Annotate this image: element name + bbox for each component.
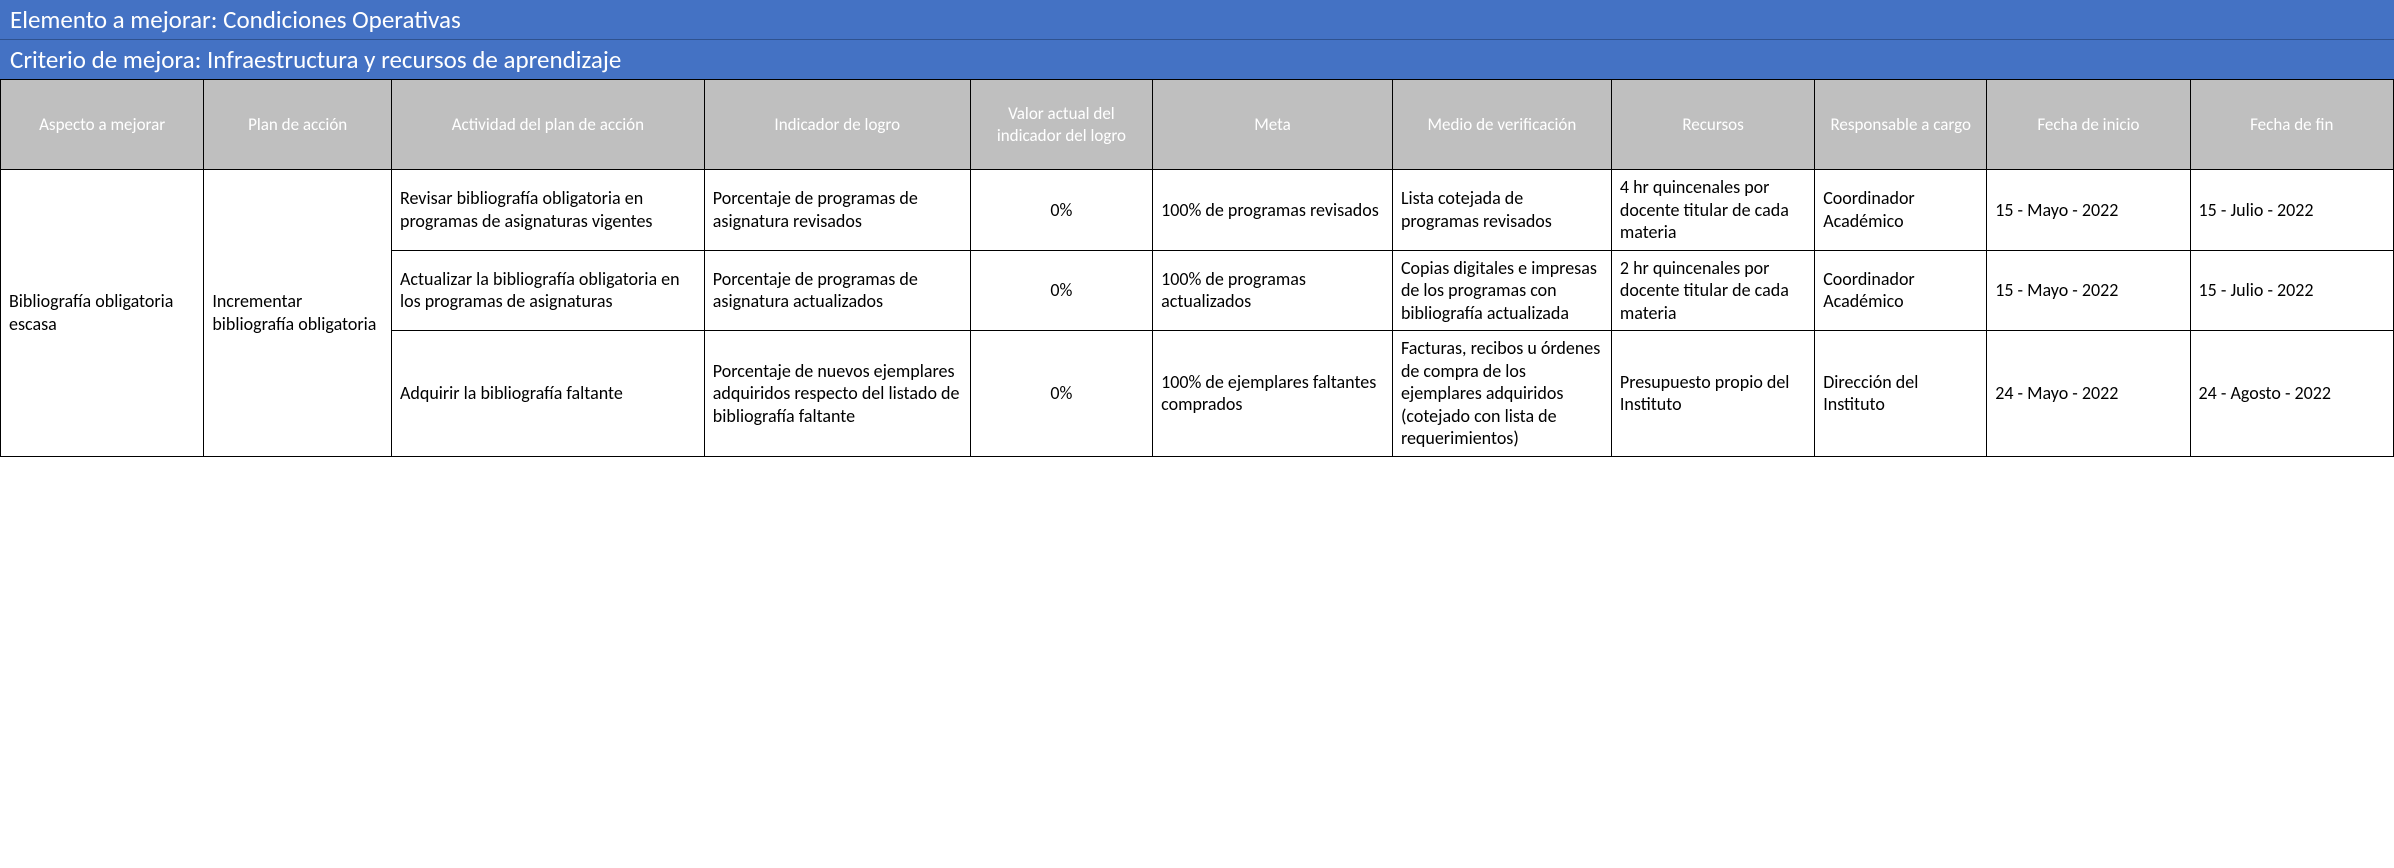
col-header-valoractual: Valor actual del indicador del logro: [970, 80, 1152, 170]
col-header-plan: Plan de acción: [204, 80, 392, 170]
cell-fechainicio: 15 - Mayo - 2022: [1987, 170, 2190, 251]
cell-recursos: 4 hr quincenales por docente titular de …: [1611, 170, 1814, 251]
col-header-actividad: Actividad del plan de acción: [391, 80, 704, 170]
cell-fechafin: 24 - Agosto - 2022: [2190, 331, 2393, 457]
cell-indicador: Porcentaje de programas de asignatura ac…: [704, 250, 970, 331]
cell-fechafin: 15 - Julio - 2022: [2190, 250, 2393, 331]
banner-criterio-label: Criterio de mejora:: [10, 44, 201, 75]
cell-valoractual: 0%: [970, 170, 1152, 251]
col-header-recursos: Recursos: [1611, 80, 1814, 170]
cell-meta: 100% de programas actualizados: [1153, 250, 1393, 331]
cell-actividad: Actualizar la bibliografía obligatoria e…: [391, 250, 704, 331]
col-header-fechainicio: Fecha de inicio: [1987, 80, 2190, 170]
banner-criterio: Criterio de mejora: Infraestructura y re…: [0, 40, 2394, 79]
table-header-row: Aspecto a mejorar Plan de acción Activid…: [1, 80, 2394, 170]
col-header-meta: Meta: [1153, 80, 1393, 170]
banner-criterio-value: Infraestructura y recursos de aprendizaj…: [207, 44, 621, 75]
banner-elemento-label: Elemento a mejorar:: [10, 4, 217, 35]
cell-recursos: 2 hr quincenales por docente titular de …: [1611, 250, 1814, 331]
col-header-medio: Medio de verificación: [1392, 80, 1611, 170]
plan-table: Aspecto a mejorar Plan de acción Activid…: [0, 79, 2394, 457]
col-header-indicador: Indicador de logro: [704, 80, 970, 170]
cell-responsable: Dirección del Instituto: [1815, 331, 1987, 457]
cell-fechainicio: 24 - Mayo - 2022: [1987, 331, 2190, 457]
cell-aspecto: Bibliografía obligatoria escasa: [1, 170, 204, 457]
cell-indicador: Porcentaje de nuevos ejemplares adquirid…: [704, 331, 970, 457]
col-header-fechafin: Fecha de fin: [2190, 80, 2393, 170]
banner-elemento-value: Condiciones Operativas: [223, 4, 461, 35]
table-row: Bibliografía obligatoria escasa Incremen…: [1, 170, 2394, 251]
improvement-plan-table: Elemento a mejorar: Condiciones Operativ…: [0, 0, 2394, 457]
cell-indicador: Porcentaje de programas de asignatura re…: [704, 170, 970, 251]
cell-responsable: Coordinador Académico: [1815, 170, 1987, 251]
cell-fechafin: 15 - Julio - 2022: [2190, 170, 2393, 251]
cell-meta: 100% de programas revisados: [1153, 170, 1393, 251]
col-header-aspecto: Aspecto a mejorar: [1, 80, 204, 170]
cell-plan: Incrementar bibliografía obligatoria: [204, 170, 392, 457]
cell-responsable: Coordinador Académico: [1815, 250, 1987, 331]
cell-actividad: Revisar bibliografía obligatoria en prog…: [391, 170, 704, 251]
cell-valoractual: 0%: [970, 250, 1152, 331]
cell-medio: Lista cotejada de programas revisados: [1392, 170, 1611, 251]
cell-medio: Facturas, recibos u órdenes de compra de…: [1392, 331, 1611, 457]
cell-meta: 100% de ejemplares faltantes comprados: [1153, 331, 1393, 457]
cell-fechainicio: 15 - Mayo - 2022: [1987, 250, 2190, 331]
cell-valoractual: 0%: [970, 331, 1152, 457]
banner-elemento: Elemento a mejorar: Condiciones Operativ…: [0, 0, 2394, 40]
cell-recursos: Presupuesto propio del Instituto: [1611, 331, 1814, 457]
cell-actividad: Adquirir la bibliografía faltante: [391, 331, 704, 457]
col-header-responsable: Responsable a cargo: [1815, 80, 1987, 170]
cell-medio: Copias digitales e impresas de los progr…: [1392, 250, 1611, 331]
